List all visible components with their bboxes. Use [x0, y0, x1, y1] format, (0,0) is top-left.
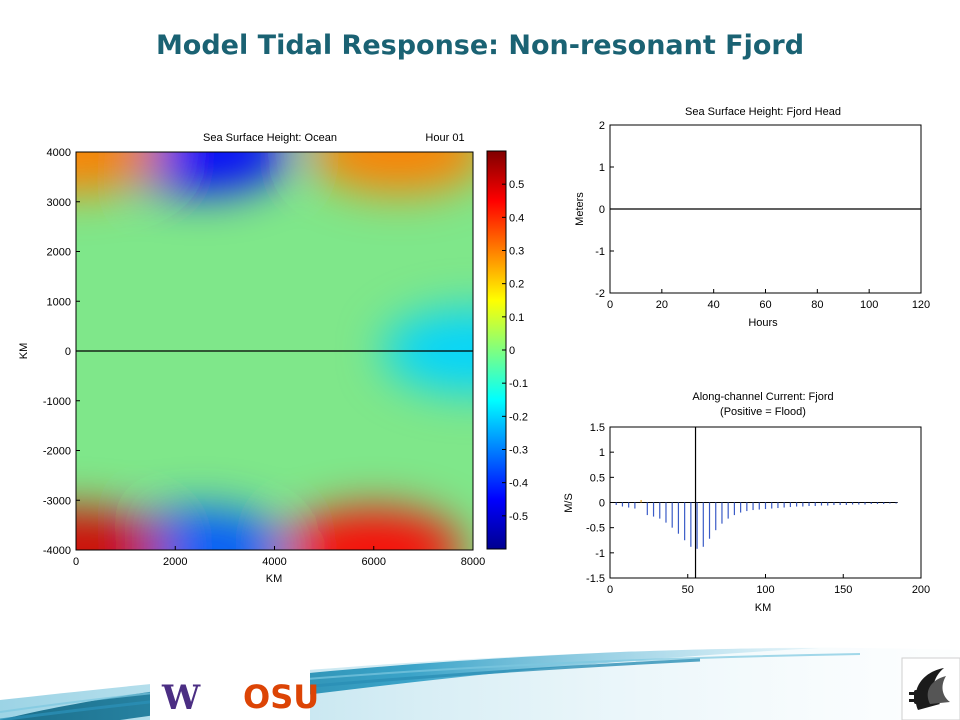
- colorbar-tick-label: 0.1: [509, 312, 524, 324]
- current-x-tick-label: 150: [834, 584, 852, 596]
- fjord-head-xlabel: Hours: [748, 317, 778, 329]
- heatmap-ylabel: KM: [18, 343, 30, 360]
- heatmap-y-tick-label: 1000: [47, 296, 71, 308]
- heatmap-title: Sea Surface Height: Ocean: [203, 132, 337, 144]
- fjord-head-x-tick-label: 20: [656, 299, 668, 311]
- heatmap-features: [76, 152, 473, 550]
- current-y-tick-label: 1: [599, 447, 605, 459]
- heatmap-x-tick-label: 0: [73, 556, 79, 568]
- osu-logo: OSU: [243, 678, 319, 716]
- colorbar-ticks: 0.5 0.4 0.3 0.2 0.1 0 -0.1 -0.2 -0.3 -0.4 -0.5: [502, 179, 528, 523]
- heatmap-x-tick-label: 8000: [461, 556, 485, 568]
- fjord-head-title: Sea Surface Height: Fjord Head: [685, 106, 841, 118]
- heatmap-feature: [283, 508, 464, 550]
- colorbar-tick-label: -0.3: [509, 445, 528, 457]
- current-ticks: 0 50 100 150 200 1.5 1 0.5 0 -0.5 -1 -1.5: [586, 422, 930, 596]
- current-bars: [615, 499, 897, 549]
- fjord-head-ticks: 0 20 40 60 80 100 120 2 1 0 -1 -2: [595, 120, 930, 311]
- colorbar-tick-label: 0.5: [509, 179, 524, 191]
- fjord-head-y-tick-label: 0: [599, 204, 605, 216]
- uw-logo: W: [161, 678, 201, 718]
- colorbar-tick-label: -0.2: [509, 411, 528, 423]
- current-y-tick-label: 0.5: [590, 472, 605, 484]
- current-x-tick-label: 100: [756, 584, 774, 596]
- ocean-heatmap-chart: Sea Surface Height: Ocean Hour 01 0 2000 4…: [18, 132, 528, 585]
- fjord-head-x-tick-label: 120: [912, 299, 930, 311]
- heatmap-x-tick-label: 6000: [362, 556, 386, 568]
- current-y-tick-label: -1.5: [586, 573, 605, 585]
- current-subtitle: (Positive = Flood): [720, 406, 806, 418]
- colorbar-tick-label: 0: [509, 345, 515, 357]
- heatmap-x-ticks: 0 2000 4000 6000 8000: [73, 546, 485, 568]
- heatmap-x-tick-label: 2000: [163, 556, 187, 568]
- current-ylabel: M/S: [563, 493, 575, 513]
- fjord-head-y-tick-label: 2: [599, 120, 605, 132]
- logo-backdrop: [150, 668, 310, 720]
- colorbar-tick-label: 0.3: [509, 246, 524, 258]
- fjord-head-chart: Sea Surface Height: Fjord Head 0 20 40 60 80…: [574, 106, 930, 329]
- heatmap-feature: [76, 152, 166, 194]
- heatmap-y-tick-label: -1000: [43, 396, 71, 408]
- current-xlabel: KM: [755, 602, 772, 614]
- colorbar-tick-label: -0.1: [509, 378, 528, 390]
- hand-plug-icon: [901, 657, 960, 720]
- slide-title: Model Tidal Response: Non-resonant Fjord: [155, 30, 805, 61]
- fjord-head-x-tick-label: 0: [607, 299, 613, 311]
- fjord-head-y-tick-label: -1: [595, 246, 605, 258]
- current-x-tick-label: 50: [682, 584, 694, 596]
- heatmap-feature: [308, 152, 473, 194]
- current-y-tick-label: -1: [595, 548, 605, 560]
- heatmap-y-tick-label: -3000: [43, 495, 71, 507]
- current-y-tick-label: -0.5: [586, 523, 605, 535]
- current-x-tick-label: 200: [912, 584, 930, 596]
- footer-swoosh: [0, 647, 960, 720]
- fjord-head-x-tick-label: 40: [708, 299, 720, 311]
- heatmap-annotation: Hour 01: [425, 132, 464, 144]
- colorbar-tick-label: -0.4: [509, 478, 528, 490]
- heatmap-y-tick-label: 4000: [47, 147, 71, 159]
- heatmap-y-tick-label: 0: [65, 346, 71, 358]
- current-x-tick-label: 0: [607, 584, 613, 596]
- fjord-head-x-tick-label: 60: [759, 299, 771, 311]
- colorbar-tick-label: 0.4: [509, 212, 524, 224]
- heatmap-y-tick-label: -2000: [43, 446, 71, 458]
- fjord-head-x-tick-label: 100: [860, 299, 878, 311]
- heatmap-x-tick-label: 4000: [262, 556, 286, 568]
- current-y-tick-label: 1.5: [590, 422, 605, 434]
- current-chart: Along-channel Current: Fjord (Positive =…: [563, 391, 930, 614]
- heatmap-xlabel: KM: [266, 573, 283, 585]
- colorbar-tick-label: 0.2: [509, 279, 524, 291]
- heatmap-feature: [76, 508, 166, 550]
- fjord-head-y-tick-label: -2: [595, 288, 605, 300]
- fjord-head-x-tick-label: 80: [811, 299, 823, 311]
- heatmap-y-tick-label: -4000: [43, 545, 71, 557]
- current-title: Along-channel Current: Fjord: [692, 391, 833, 403]
- heatmap-y-ticks: 4000 3000 2000 1000 0 -1000 -2000 -3000 -4000: [43, 147, 80, 557]
- heatmap-y-tick-label: 3000: [47, 197, 71, 209]
- fjord-head-ylabel: Meters: [574, 192, 586, 226]
- heatmap-y-tick-label: 2000: [47, 247, 71, 259]
- colorbar-tick-label: -0.5: [509, 511, 528, 523]
- current-y-tick-label: 0: [599, 498, 605, 510]
- fjord-head-y-tick-label: 1: [599, 162, 605, 174]
